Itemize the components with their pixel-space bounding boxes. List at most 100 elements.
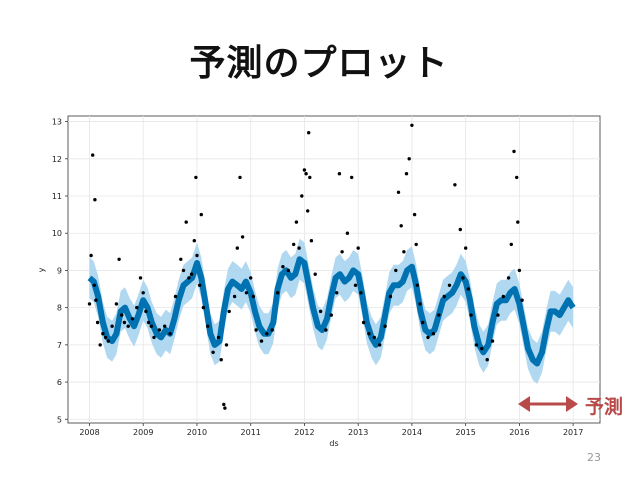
observed-point (101, 332, 105, 336)
observed-point (95, 320, 100, 325)
observed-point (517, 268, 522, 273)
observed-point (431, 332, 436, 336)
plot-area: 2008 2009 2010 2011 2012 2013 2014 2015 2016 2017… (52, 115, 601, 437)
observed-point (437, 313, 441, 317)
y-axis-label: y (37, 267, 46, 272)
observed-point (520, 298, 524, 302)
observed-point (515, 175, 519, 180)
observed-point (87, 302, 92, 306)
observed-point (168, 332, 172, 336)
observed-point (141, 291, 145, 295)
x-tick-label: 2016 (509, 428, 529, 437)
observed-point (337, 172, 342, 176)
x-tick-label: 2010 (187, 428, 207, 437)
observed-point (461, 276, 465, 280)
observed-point (94, 298, 98, 302)
observed-point (469, 313, 473, 317)
observed-point (199, 212, 203, 217)
y-tick-label: 7 (57, 341, 62, 350)
observed-point (240, 235, 245, 239)
observed-point (308, 175, 312, 180)
observed-point (480, 346, 484, 351)
x-tick-label: 2015 (455, 428, 475, 437)
observed-point (195, 253, 199, 258)
observed-point (179, 257, 183, 261)
observed-point (378, 343, 382, 347)
x-tick-label: 2009 (133, 428, 153, 437)
observed-point (232, 294, 237, 299)
observed-point (216, 335, 221, 340)
observed-point (404, 172, 409, 176)
observed-point (453, 183, 457, 187)
observed-point (318, 309, 323, 314)
observed-point (135, 305, 139, 310)
x-tick-label: 2011 (241, 428, 261, 437)
observed-point (152, 335, 156, 340)
observed-point (126, 324, 130, 328)
x-tick-label: 2013 (348, 428, 368, 437)
y-tick-label: 5 (57, 415, 62, 424)
observed-point (144, 309, 148, 314)
observed-point (244, 291, 249, 295)
observed-point (251, 294, 256, 299)
page-number: 23 (587, 451, 601, 464)
observed-point (181, 268, 186, 273)
observed-point (335, 291, 339, 295)
observed-point (506, 276, 511, 280)
observed-point (329, 313, 333, 317)
observed-point (187, 276, 191, 280)
observed-point (138, 276, 143, 280)
observed-point (302, 168, 307, 172)
observed-point (103, 335, 108, 340)
observed-point (509, 242, 513, 247)
observed-point (249, 276, 253, 280)
observed-point (501, 294, 505, 299)
observed-point (388, 294, 393, 299)
observed-point (238, 175, 242, 180)
observed-point (474, 343, 479, 347)
observed-point (464, 246, 468, 250)
observed-point (372, 335, 376, 340)
x-tick-label: 2008 (79, 428, 99, 437)
observed-point (281, 265, 285, 269)
observed-point (198, 283, 202, 287)
observed-point (286, 268, 290, 273)
observed-point (516, 220, 520, 224)
observed-point (189, 272, 194, 276)
observed-point (254, 328, 258, 332)
observed-point (224, 343, 229, 347)
observed-point (353, 283, 358, 287)
observed-point (313, 272, 317, 276)
observed-point (219, 358, 223, 362)
observed-point (265, 332, 269, 336)
observed-point (91, 153, 95, 157)
y-tick-label: 8 (57, 304, 62, 313)
observed-point (512, 149, 516, 154)
observed-point (466, 287, 470, 291)
observed-point (324, 328, 328, 332)
observed-point (201, 305, 206, 310)
y-tick-label: 10 (52, 229, 62, 238)
y-tick-label: 11 (52, 192, 62, 201)
observed-point (340, 250, 344, 254)
observed-point (300, 194, 304, 198)
observed-point (485, 358, 489, 362)
observed-point (222, 402, 226, 407)
observed-point (146, 320, 151, 325)
observed-point (426, 335, 430, 340)
observed-point (307, 131, 311, 135)
x-axis-label: ds (329, 439, 338, 448)
observed-point (211, 350, 215, 354)
observed-point (309, 239, 314, 243)
observed-point (421, 320, 425, 325)
observed-point (410, 123, 414, 128)
forecast-label: 予測 (585, 396, 624, 418)
observed-point (120, 313, 124, 317)
observed-point (402, 250, 406, 254)
observed-point (163, 324, 167, 328)
observed-point (98, 343, 102, 347)
observed-point (122, 320, 127, 325)
observed-point (173, 294, 178, 299)
observed-point (110, 324, 114, 328)
observed-point (367, 332, 371, 336)
